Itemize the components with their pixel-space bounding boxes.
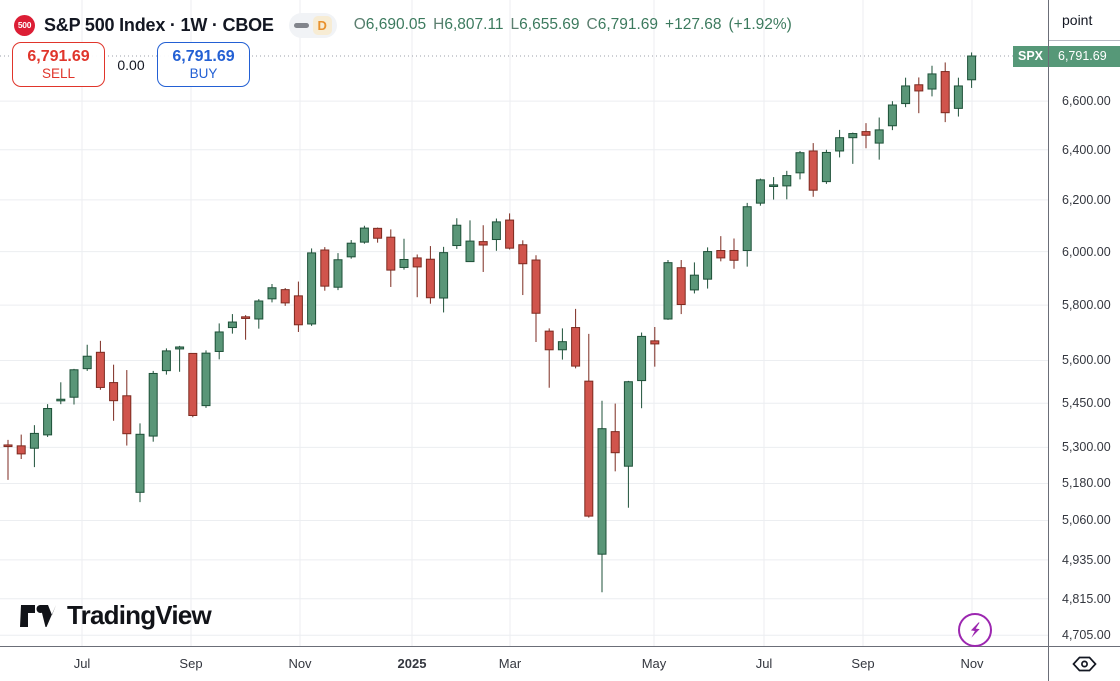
close-value: 6,791.69 <box>597 16 659 33</box>
time-axis[interactable]: Jul Sep Nov 2025 Mar May Jul Sep Nov <box>0 646 1048 681</box>
time-tick-label: Sep <box>851 656 875 671</box>
symbol-price-tag: SPX <box>1013 45 1048 67</box>
price-tick-label: 4,935.00 <box>1062 552 1111 567</box>
trade-panel: 6,791.69 SELL 0.00 6,791.69 BUY <box>12 42 250 87</box>
symbol-title[interactable]: S&P 500 Index · 1W · CBOE <box>44 14 274 35</box>
time-tick-label: Sep <box>179 656 203 671</box>
change-value: +127.68 <box>665 16 722 33</box>
interval-toggle[interactable]: D <box>288 12 337 38</box>
last-price-label: 6,791.69 <box>1049 45 1120 67</box>
daily-interval-icon: D <box>312 15 332 35</box>
buy-button[interactable]: 6,791.69 BUY <box>157 42 250 87</box>
buy-label: BUY <box>189 65 218 81</box>
price-tick-label: 5,300.00 <box>1062 440 1111 455</box>
price-tick-label: 6,200.00 <box>1062 192 1111 207</box>
price-tick-label: 4,815.00 <box>1062 591 1111 606</box>
sp500-logo-icon: 500 <box>14 14 35 36</box>
price-tick-label: 5,060.00 <box>1062 513 1111 528</box>
instant-trading-button[interactable] <box>958 613 992 647</box>
scale-settings-button[interactable] <box>1048 646 1120 681</box>
lightning-icon <box>970 622 980 638</box>
low-label: L <box>510 16 520 33</box>
spread-value: 0.00 <box>117 56 145 73</box>
high-value: 6,807.11 <box>444 16 504 33</box>
open-value: 6,690.05 <box>365 16 427 33</box>
change-percent: (+1.92%) <box>728 16 792 33</box>
time-tick-label: Nov <box>288 656 312 671</box>
price-unit-button[interactable]: point <box>1049 0 1120 41</box>
time-tick-label: Nov <box>960 656 984 671</box>
high-label: H <box>433 16 445 33</box>
price-tick-label: 6,400.00 <box>1062 142 1111 157</box>
sell-button[interactable]: 6,791.69 SELL <box>12 42 105 87</box>
price-tick-label: 5,450.00 <box>1062 396 1111 411</box>
time-tick-label: 2025 <box>397 656 427 671</box>
close-label: C <box>586 16 598 33</box>
symbol-legend: 500 S&P 500 Index · 1W · CBOE D O6,690.0… <box>14 12 792 38</box>
time-tick-label: May <box>641 656 667 671</box>
ohlc-readout: O6,690.05 H6,807.11 L6,655.69 C6,791.69 … <box>354 16 792 34</box>
tradingview-logo[interactable]: TradingView <box>20 600 212 631</box>
low-value: 6,655.69 <box>519 16 580 33</box>
price-tick-label: 5,800.00 <box>1062 298 1111 313</box>
price-tick-label: 5,600.00 <box>1062 353 1111 368</box>
open-label: O <box>353 16 366 33</box>
price-axis[interactable]: point 6,791.69 6,600.00 6,400.00 6,200.00 6… <box>1048 0 1120 681</box>
time-tick-label: Jul <box>755 656 773 671</box>
tradingview-mark-icon <box>20 604 56 627</box>
time-tick-label: Jul <box>73 656 91 671</box>
sell-price: 6,791.69 <box>27 47 90 65</box>
buy-price: 6,791.69 <box>172 47 235 65</box>
eye-hexagon-icon <box>1071 656 1097 672</box>
dash-icon <box>293 22 309 28</box>
price-tick-label: 6,600.00 <box>1062 94 1111 109</box>
tradingview-wordmark: TradingView <box>67 600 212 630</box>
price-tick-label: 6,000.00 <box>1062 244 1111 259</box>
time-tick-label: Mar <box>498 656 522 671</box>
sell-label: SELL <box>41 65 76 81</box>
price-tick-label: 5,180.00 <box>1062 476 1111 491</box>
candlestick-chart[interactable] <box>0 0 1048 646</box>
price-tick-label: 4,705.00 <box>1062 628 1111 643</box>
